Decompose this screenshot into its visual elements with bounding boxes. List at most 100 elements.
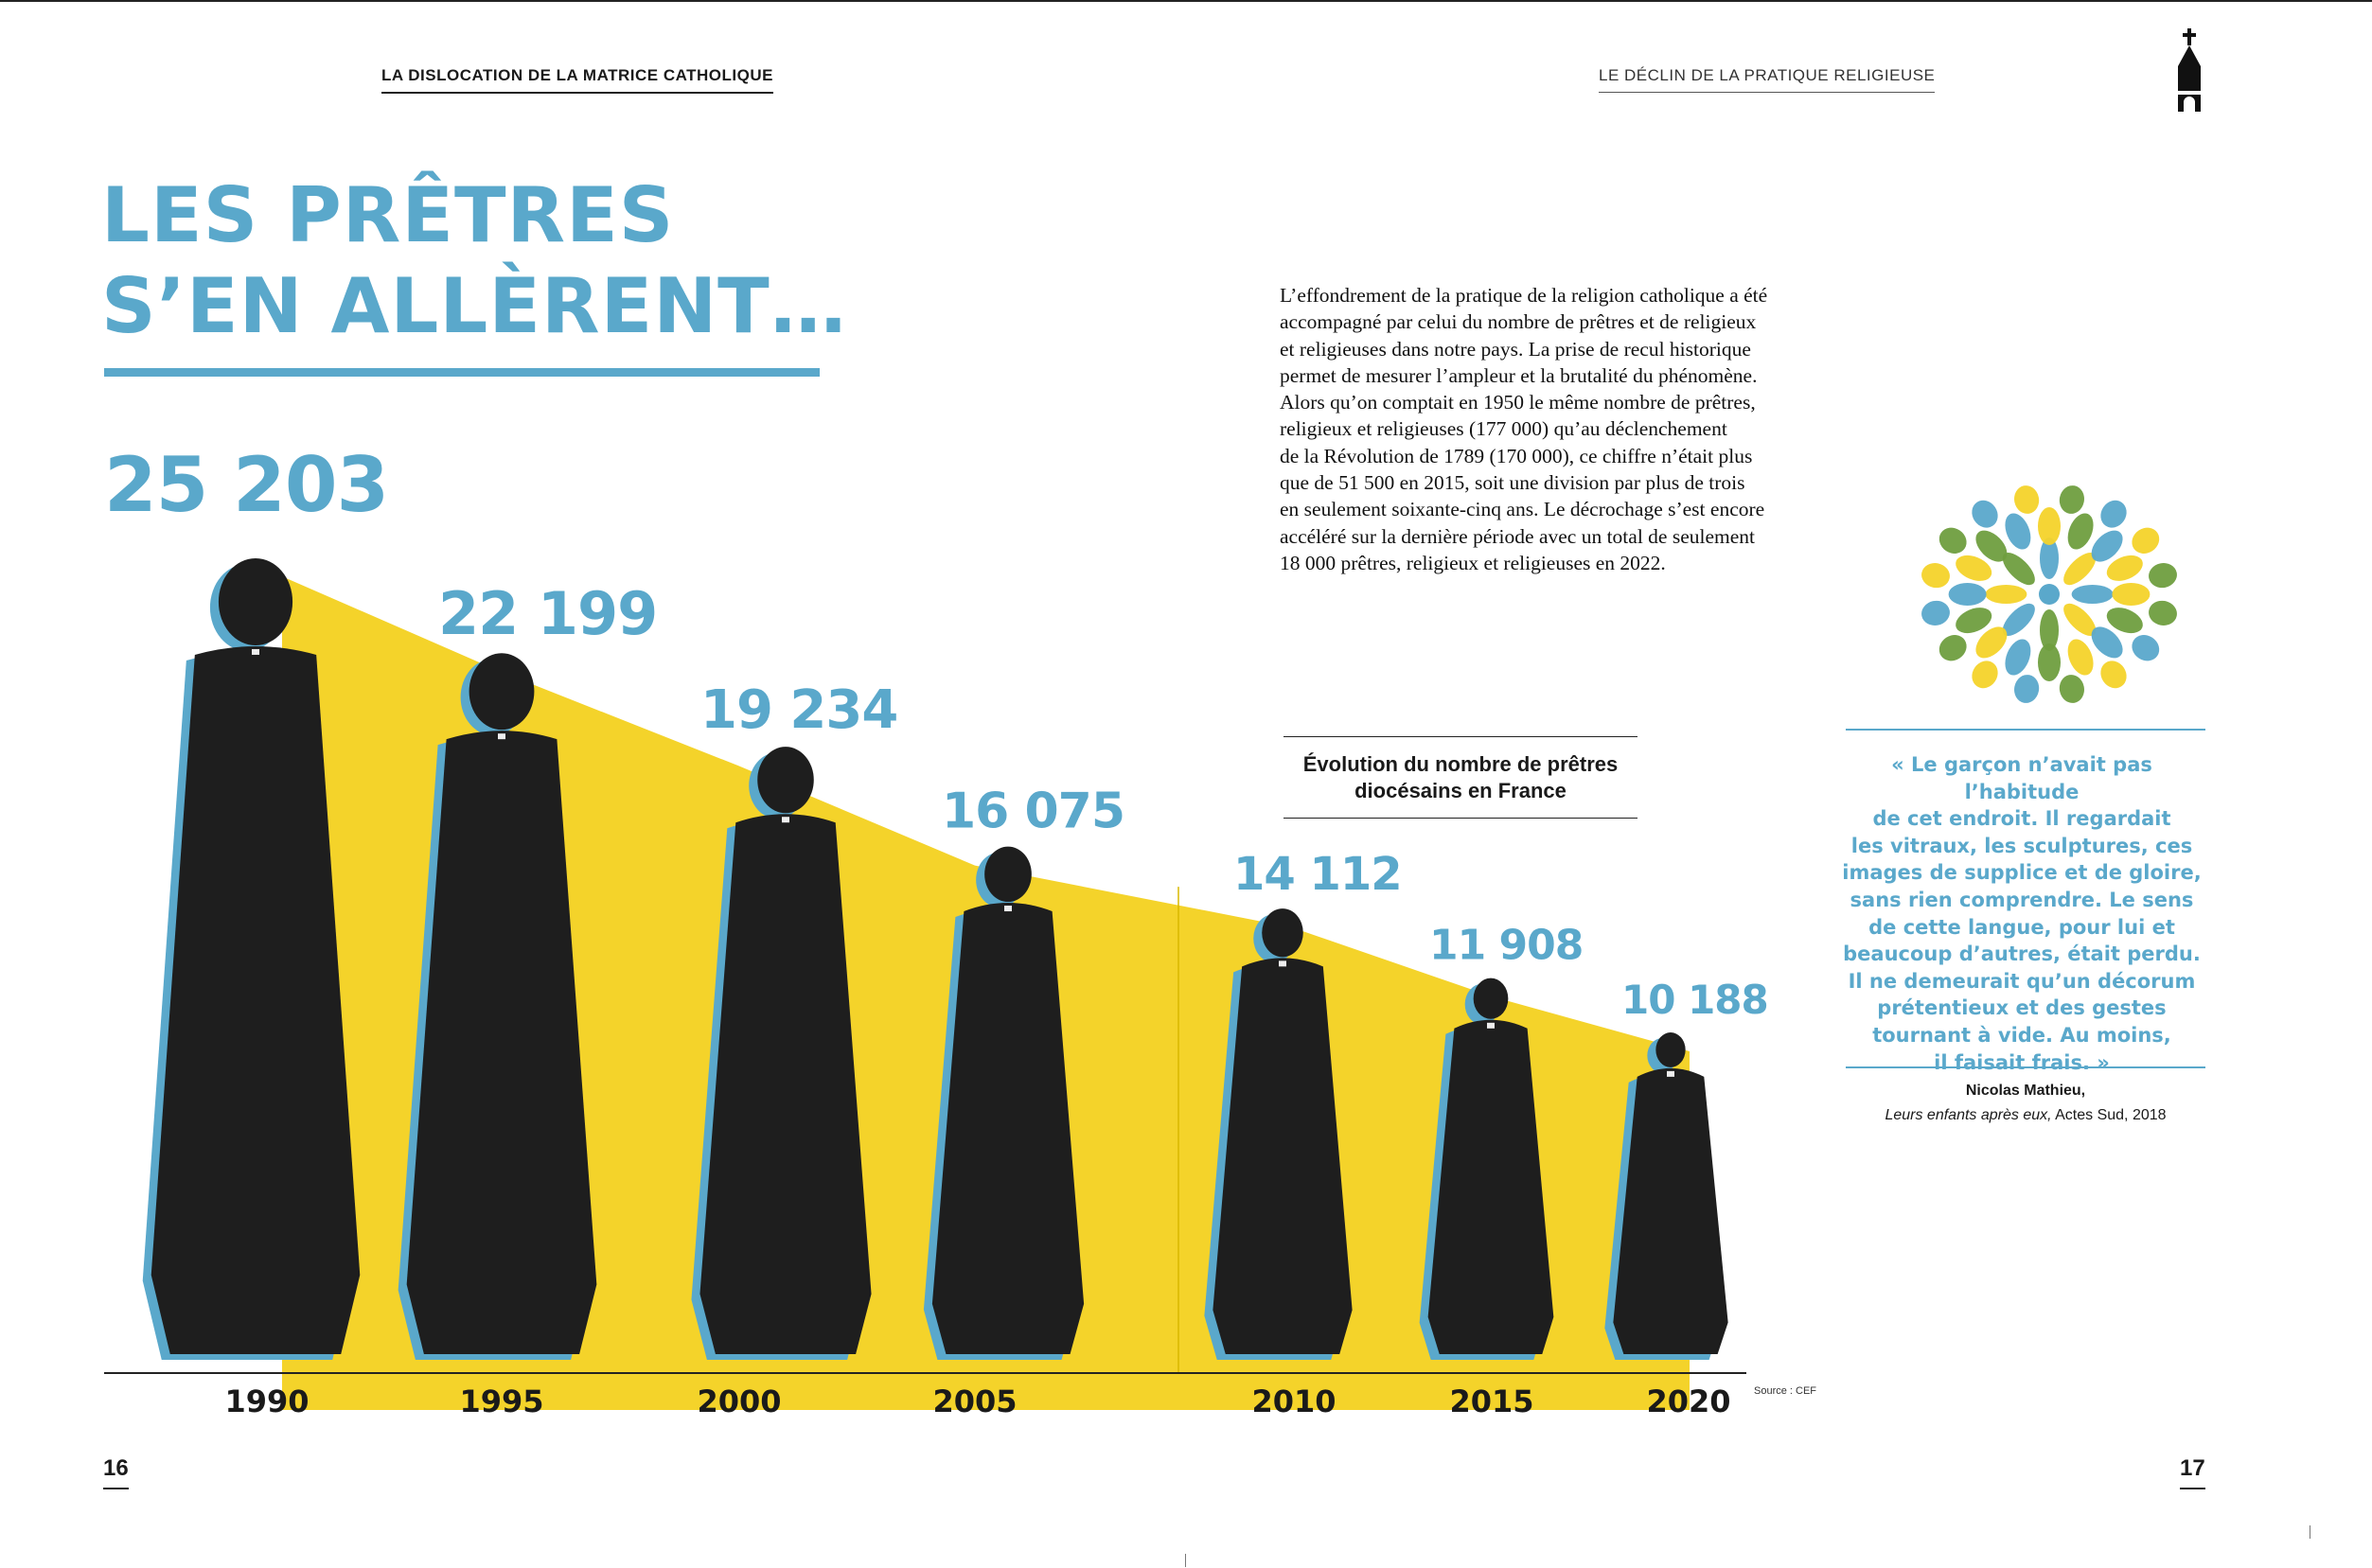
rose-center (2039, 584, 2060, 605)
quote-book-title: Leurs enfants après eux, (1885, 1107, 2052, 1123)
rose-petal (2091, 626, 2123, 659)
rose-petal (2091, 530, 2123, 562)
value-label: 16 075 (942, 784, 1124, 840)
rose-petal (2132, 635, 2160, 661)
quote-author: Nicolas Mathieu, (1965, 1083, 2086, 1099)
rose-petal (2067, 513, 2094, 550)
value-label: 11 908 (1429, 922, 1583, 970)
top-border (0, 0, 2372, 8)
page-title: LES PRÊTRES S’EN ALLÈRENT… (101, 170, 847, 352)
rose-petal (1948, 583, 1987, 606)
page-number-left: 16 (103, 1455, 129, 1489)
rose-petal (2040, 537, 2059, 579)
rose-petal (1938, 527, 1967, 554)
quote-line: images de supplice et de gloire, (1842, 861, 2202, 885)
quote-line: les vitraux, les sculptures, ces (1850, 834, 2193, 857)
rose-petal (2005, 513, 2031, 550)
quote-publisher: Actes Sud, 2018 (2051, 1107, 2167, 1123)
rose-petal (2071, 585, 2114, 604)
x-tick-label: 2005 (932, 1383, 1017, 1419)
rose-petal (2106, 555, 2143, 581)
priest-figure (398, 653, 597, 1360)
pull-quote: « Le garçon n’avait pas l’habitude de cet… (1842, 751, 2202, 1076)
priest-figure (923, 846, 1085, 1360)
quote-rule-top (1846, 729, 2205, 731)
rose-petal (2005, 639, 2031, 676)
quote-line: « Le garçon n’avait pas l’habitude (1891, 753, 2152, 803)
rose-petal (2038, 507, 2061, 545)
chart-source: Source : CEF (1754, 1385, 1817, 1397)
rose-petal (1921, 600, 1950, 625)
rose-petal (2149, 600, 2177, 625)
lead-line: religieux et religieuses (177 000) qu’au… (1280, 417, 1727, 441)
rose-petal (2059, 675, 2084, 703)
chart-caption-line-2: diocésains en France (1354, 779, 1567, 802)
rose-petal (2067, 639, 2094, 676)
rose-petal (2100, 500, 2127, 528)
lead-line: 18 000 prêtres, religieux et religieuses… (1280, 551, 1666, 574)
rose-petal (2002, 553, 2035, 586)
title-underline (104, 368, 820, 377)
rose-petal (2002, 603, 2035, 636)
priest-figure (1604, 1032, 1728, 1360)
rose-petal (1975, 530, 2008, 562)
x-tick-label: 2000 (697, 1383, 781, 1419)
value-label: 25 203 (104, 441, 388, 529)
rose-petal (2132, 527, 2160, 554)
rose-petal (2106, 608, 2143, 634)
rose-petal (1985, 585, 2027, 604)
rose-petal (2100, 661, 2127, 689)
priest-figure (691, 747, 872, 1360)
quote-line: prétentieux et des gestes (1877, 996, 2167, 1020)
value-label: 19 234 (700, 679, 897, 741)
x-tick-label: 2015 (1449, 1383, 1533, 1419)
running-head-left: LA DISLOCATION DE LA MATRICE CATHOLIQUE (381, 66, 773, 94)
lead-paragraph: L’effondrement de la pratique de la reli… (1280, 282, 1848, 576)
priest-figure (1204, 908, 1353, 1360)
quote-rule-bottom (1846, 1066, 2205, 1068)
quote-line: sans rien comprendre. Le sens (1850, 888, 2194, 911)
value-label: 14 112 (1233, 848, 1402, 901)
page-number-right: 17 (2180, 1455, 2205, 1489)
rose-petal (2040, 609, 2059, 651)
value-label: 22 199 (438, 579, 657, 648)
rose-petal (2014, 485, 2040, 514)
priest-figure (1419, 978, 1554, 1360)
x-tick-label: 2020 (1646, 1383, 1730, 1419)
title-line-1: LES PRÊTRES (101, 171, 675, 259)
quote-line: il faisait frais. » (1934, 1050, 2110, 1074)
rose-petal (2038, 643, 2061, 681)
rose-petal (2112, 583, 2151, 606)
running-head-right: LE DÉCLIN DE LA PRATIQUE RELIGIEUSE (1599, 66, 1936, 93)
quote-line: Il ne demeurait qu’un décorum (1848, 969, 2196, 993)
chart-caption: Évolution du nombre de prêtres diocésain… (1283, 736, 1637, 819)
rose-petal (1972, 661, 1998, 689)
quote-line: beaucoup d’autres, était perdu. (1843, 943, 2201, 966)
lead-line: permet de mesurer l’ampleur et la brutal… (1280, 363, 1758, 387)
rose-window-icon (1921, 485, 2177, 703)
rose-petal (2063, 603, 2097, 636)
rose-petal (2014, 675, 2040, 703)
rose-petal (1938, 635, 1967, 661)
lead-line: Alors qu’on comptait en 1950 le même nom… (1280, 391, 1756, 414)
title-line-2: S’EN ALLÈRENT… (101, 262, 847, 350)
lead-line: en seulement soixante-cinq ans. Le décro… (1280, 498, 1765, 521)
x-tick-label: 1990 (224, 1383, 309, 1419)
lead-line: que de 51 500 en 2015, soit une division… (1280, 471, 1745, 495)
x-tick-label: 1995 (459, 1383, 543, 1419)
rose-petal (1956, 608, 1992, 634)
quote-line: de cet endroit. Il regardait (1872, 807, 2171, 831)
rose-petal (2063, 553, 2097, 586)
x-tick-label: 2010 (1251, 1383, 1336, 1419)
rose-petal (2149, 563, 2177, 589)
church-tower-icon (2178, 28, 2201, 112)
value-label: 10 188 (1621, 977, 1768, 1023)
quote-attribution: Nicolas Mathieu, Leurs enfants après eux… (1842, 1079, 2209, 1128)
rose-petal (2059, 485, 2084, 514)
rose-petal (1921, 563, 1950, 589)
lead-line: et religieuses dans notre pays. La prise… (1280, 337, 1751, 361)
quote-line: tournant à vide. Au moins, (1872, 1023, 2171, 1047)
rose-petal (1972, 500, 1998, 528)
chart-caption-line-1: Évolution du nombre de prêtres (1302, 752, 1619, 776)
